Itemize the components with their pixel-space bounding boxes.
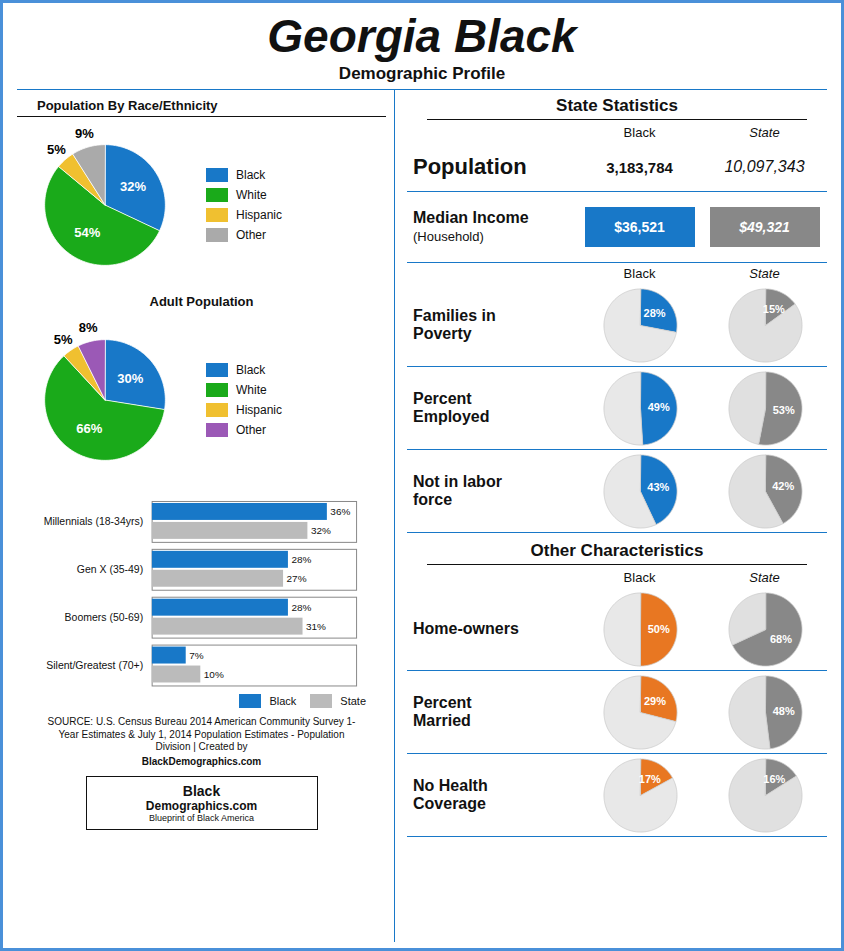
svg-text:16%: 16% — [763, 773, 785, 785]
html-text:Adult Population: Adult Population — [149, 294, 254, 309]
svg-text:10%: 10% — [204, 669, 224, 680]
svg-text:36%: 36% — [330, 506, 350, 517]
html-text:SOURCE: U.S. Census Bureau 201: SOURCE: U.S. Census Bureau 2014 American… — [47, 716, 356, 753]
svg-text:9%: 9% — [75, 126, 94, 141]
html-text:Black: Black — [236, 167, 266, 182]
html-text:Hispanic: Hispanic — [236, 207, 282, 222]
html-text:Other Characteristics: Other Characteristics — [530, 541, 704, 560]
html-text:Median Income: Median Income — [413, 208, 529, 226]
svg-text:Boomers (50-69): Boomers (50-69) — [65, 612, 144, 623]
html-text:State: State — [749, 266, 780, 281]
html-text:State Statistics: State Statistics — [556, 96, 678, 115]
svg-text:28%: 28% — [291, 554, 311, 565]
svg-text:28%: 28% — [291, 602, 311, 613]
html-text:State: State — [749, 125, 780, 140]
svg-text:50%: 50% — [647, 623, 669, 635]
svg-text:Gen X (35-49): Gen X (35-49) — [77, 564, 143, 575]
html-text:Percent Married: Percent Married — [413, 693, 472, 729]
svg-text:43%: 43% — [647, 481, 669, 493]
html-text:White: White — [236, 187, 267, 202]
svg-text:29%: 29% — [643, 695, 665, 707]
svg-text:32%: 32% — [311, 525, 331, 536]
svg-text:5%: 5% — [54, 332, 73, 347]
svg-text:68%: 68% — [769, 633, 791, 645]
html-text:State: State — [340, 695, 366, 708]
html-text:(Household): (Household) — [413, 229, 484, 244]
svg-text:7%: 7% — [189, 650, 204, 661]
html-text:Hispanic: Hispanic — [236, 402, 282, 417]
svg-text:8%: 8% — [79, 320, 98, 335]
html-text:$36,521: $36,521 — [614, 219, 665, 235]
html-text:Other: Other — [236, 227, 266, 242]
svg-text:5%: 5% — [47, 142, 66, 157]
svg-text:27%: 27% — [287, 573, 307, 584]
svg-text:48%: 48% — [772, 705, 794, 717]
svg-text:15%: 15% — [762, 303, 784, 315]
html-text:Other: Other — [236, 422, 266, 437]
html-text:Black: Black — [623, 125, 656, 140]
html-text:3,183,784: 3,183,784 — [606, 158, 673, 176]
html-text:Blueprint of Black America: Blueprint of Black America — [149, 813, 254, 824]
html-text:Black: Black — [623, 570, 656, 585]
html-text:Population By Race/Ethnicity: Population By Race/Ethnicity — [37, 98, 218, 113]
svg-text:30%: 30% — [117, 371, 143, 386]
html-text:Not in labor force: Not in labor force — [413, 472, 502, 508]
svg-text:54%: 54% — [74, 225, 100, 240]
html-text:Population: Population — [413, 154, 527, 180]
html-text:$49,321: $49,321 — [739, 219, 790, 235]
svg-text:28%: 28% — [643, 307, 665, 319]
html-text:Black: Black — [623, 266, 656, 281]
html-text:White: White — [236, 382, 267, 397]
svg-text:66%: 66% — [76, 421, 102, 436]
svg-text:53%: 53% — [772, 404, 794, 416]
html-text:Black: Black — [182, 783, 221, 800]
html-text:Demographics.com: Demographics.com — [145, 799, 258, 814]
svg-text:49%: 49% — [647, 401, 669, 413]
svg-text:17%: 17% — [638, 773, 660, 785]
svg-text:Silent/Greatest (70+): Silent/Greatest (70+) — [46, 660, 143, 671]
svg-text:Millennials (18-34yrs): Millennials (18-34yrs) — [44, 516, 143, 527]
svg-text:32%: 32% — [120, 179, 146, 194]
html-text:10,097,343: 10,097,343 — [724, 158, 805, 175]
html-text:No Health Coverage: No Health Coverage — [413, 776, 488, 812]
html-text:Black: Black — [269, 695, 297, 708]
html-text:BlackDemographics.com: BlackDemographics.com — [141, 756, 262, 767]
html-text:Demographic Profile: Demographic Profile — [338, 64, 506, 83]
html-text:Families in Poverty: Families in Poverty — [413, 306, 496, 342]
svg-text:42%: 42% — [772, 480, 794, 492]
html-text:Home-owners: Home-owners — [413, 619, 519, 637]
html-text:Georgia Black: Georgia Black — [267, 10, 577, 62]
html-text:Black: Black — [236, 362, 266, 377]
svg-text:31%: 31% — [306, 621, 326, 632]
html-text:State: State — [749, 570, 780, 585]
html-text:Percent Employed: Percent Employed — [413, 389, 490, 425]
